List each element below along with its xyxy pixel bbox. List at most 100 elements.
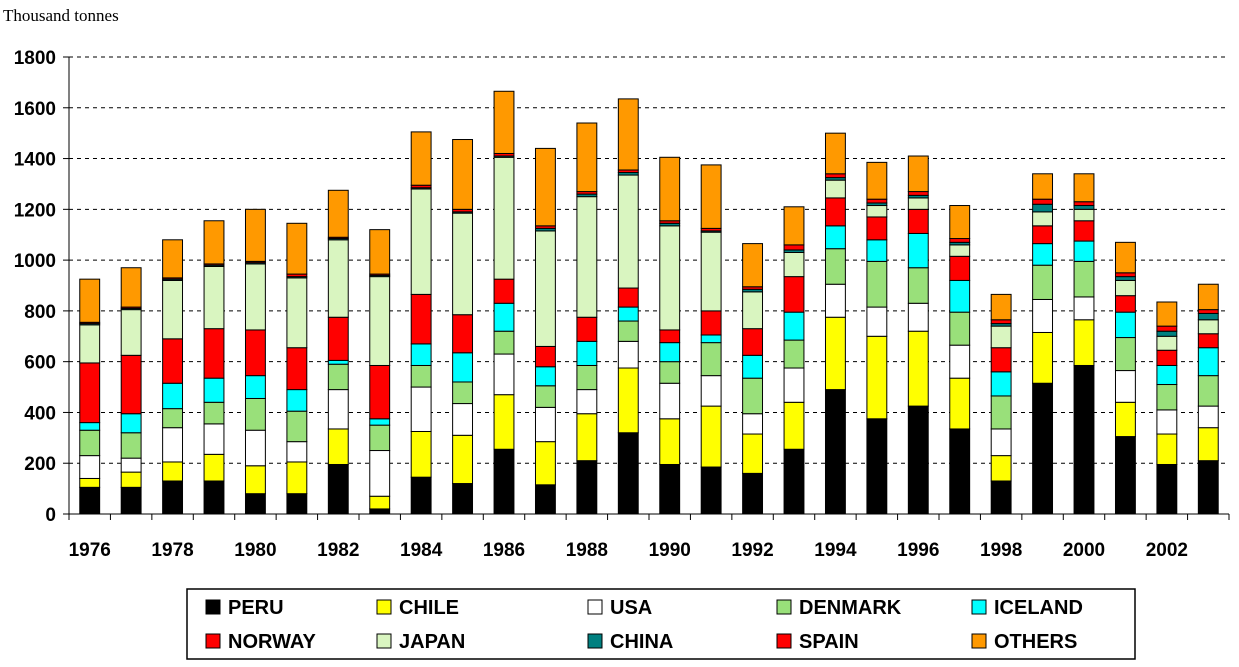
bar-usa-1979 xyxy=(203,423,225,455)
bar-others-1983 xyxy=(369,229,391,275)
bar-others-1976 xyxy=(79,278,101,323)
bar-japan-1991 xyxy=(700,231,722,312)
bar-chile-1991 xyxy=(700,405,722,468)
bar-stack-1999 xyxy=(1032,173,1054,515)
y-axis-unit-label: Thousand tonnes xyxy=(3,6,119,25)
bar-iceland-1997 xyxy=(949,279,971,313)
bar-chile-1992 xyxy=(742,433,764,474)
bar-usa-1990 xyxy=(659,382,681,420)
bar-denmark-1977 xyxy=(120,432,142,459)
bar-japan-1996 xyxy=(907,197,929,210)
x-tick-label-2002: 2002 xyxy=(1146,540,1188,561)
bar-iceland-1998 xyxy=(990,371,1012,397)
bar-norway-1998 xyxy=(990,347,1012,373)
bar-others-1990 xyxy=(659,156,681,222)
bar-denmark-1994 xyxy=(824,248,846,285)
bar-stack-2002 xyxy=(1156,301,1178,515)
bar-peru-1992 xyxy=(742,472,764,515)
bar-usa-1993 xyxy=(783,367,805,403)
bar-others-1988 xyxy=(576,122,598,193)
legend-swatch-japan xyxy=(376,633,392,649)
legend-swatch-others xyxy=(971,633,987,649)
bar-iceland-1991 xyxy=(700,334,722,344)
bar-denmark-1976 xyxy=(79,429,101,457)
bar-norway-1979 xyxy=(203,328,225,379)
bar-norway-2003 xyxy=(1197,333,1219,349)
bar-others-1993 xyxy=(783,206,805,246)
bar-norway-1985 xyxy=(452,314,474,354)
bar-denmark-1984 xyxy=(410,364,432,388)
bar-china-1999 xyxy=(1032,203,1054,213)
bar-japan-1985 xyxy=(452,212,474,316)
bar-china-2001 xyxy=(1114,276,1136,281)
bar-japan-2003 xyxy=(1197,319,1219,335)
bar-peru-1984 xyxy=(410,476,432,515)
bar-peru-1989 xyxy=(617,432,639,515)
legend-label-japan: JAPAN xyxy=(399,631,465,653)
x-tick-label-1994: 1994 xyxy=(814,540,857,561)
bar-peru-2003 xyxy=(1197,460,1219,515)
x-tick-label-1984: 1984 xyxy=(400,540,443,561)
bar-spain-2002 xyxy=(1156,325,1178,332)
bar-denmark-1980 xyxy=(244,397,266,431)
bar-iceland-2001 xyxy=(1114,311,1136,339)
bar-spain-1994 xyxy=(824,173,846,179)
bar-usa-1991 xyxy=(700,375,722,407)
bar-chile-1985 xyxy=(452,434,474,485)
bar-japan-1992 xyxy=(742,291,764,330)
legend-swatch-chile xyxy=(376,599,392,615)
bar-peru-1991 xyxy=(700,466,722,515)
legend-swatch-denmark xyxy=(776,599,792,615)
legend-label-spain: SPAIN xyxy=(799,631,859,653)
bar-norway-1987 xyxy=(534,345,556,368)
bar-stack-1985 xyxy=(452,139,474,515)
bar-stack-1987 xyxy=(534,147,556,515)
bar-peru-1988 xyxy=(576,460,598,515)
bar-denmark-1998 xyxy=(990,395,1012,430)
x-tick-label-1998: 1998 xyxy=(980,540,1022,561)
x-tick-label-1990: 1990 xyxy=(649,540,691,561)
bar-denmark-1992 xyxy=(742,377,764,415)
bar-norway-1990 xyxy=(659,329,681,344)
x-tick-label-1978: 1978 xyxy=(151,540,193,561)
bar-denmark-1991 xyxy=(700,342,722,377)
x-tick-label-1982: 1982 xyxy=(317,540,359,561)
x-tick-label-1986: 1986 xyxy=(483,540,525,561)
y-tick-label-1400: 1400 xyxy=(14,150,56,171)
x-tick-label-1980: 1980 xyxy=(234,540,276,561)
bar-spain-2000 xyxy=(1073,201,1095,207)
legend-swatch-spain xyxy=(776,633,792,649)
bar-stack-1983 xyxy=(369,229,391,515)
bar-others-1979 xyxy=(203,220,225,265)
bar-usa-1976 xyxy=(79,455,101,479)
bar-others-1981 xyxy=(286,222,308,275)
legend: PERU CHILE USA DENMARK ICELAND NORWAY JAPAN CHI… xyxy=(186,588,1136,660)
bar-norway-1996 xyxy=(907,208,929,234)
bar-stack-2001 xyxy=(1114,241,1136,515)
bar-others-1987 xyxy=(534,147,556,227)
bar-norway-1992 xyxy=(742,328,764,356)
bar-denmark-2003 xyxy=(1197,375,1219,407)
bar-norway-1997 xyxy=(949,255,971,281)
x-tick-label-1992: 1992 xyxy=(731,540,773,561)
bar-spain-1998 xyxy=(990,319,1012,325)
bar-spain-2003 xyxy=(1197,309,1219,314)
legend-item-china: CHINA xyxy=(587,631,673,653)
bar-japan-1999 xyxy=(1032,211,1054,227)
x-tick-label-1988: 1988 xyxy=(566,540,608,561)
bar-peru-1977 xyxy=(120,486,142,515)
bar-stack-1982 xyxy=(327,189,349,515)
bar-iceland-1999 xyxy=(1032,243,1054,266)
bar-iceland-1980 xyxy=(244,375,266,399)
legend-label-others: OTHERS xyxy=(994,631,1077,653)
bar-iceland-1983 xyxy=(369,418,391,426)
y-tick-label-400: 400 xyxy=(24,403,56,424)
bar-norway-1977 xyxy=(120,354,142,415)
bar-usa-1980 xyxy=(244,429,266,467)
gridlines xyxy=(69,56,1229,464)
bar-usa-1998 xyxy=(990,428,1012,457)
bar-stack-1992 xyxy=(742,243,764,515)
bar-iceland-1993 xyxy=(783,311,805,341)
x-tick-label-2000: 2000 xyxy=(1063,540,1105,561)
